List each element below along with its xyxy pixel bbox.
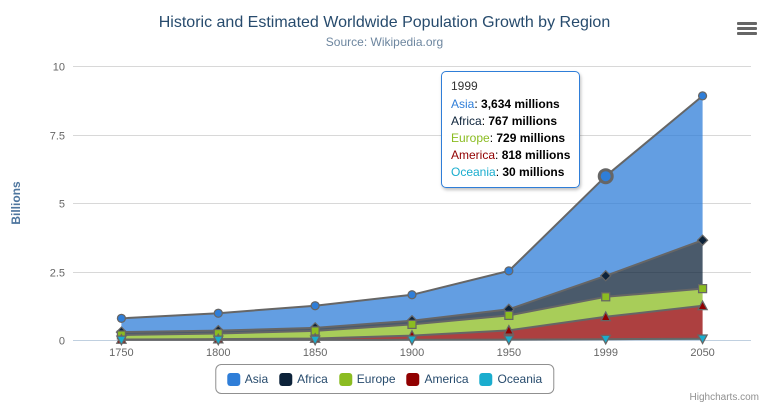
export-menu-button[interactable] (735, 19, 759, 37)
asia-point-1900[interactable] (407, 290, 417, 300)
tooltip-rows: Asia: 3,634 millions Africa: 767 millions… (451, 96, 570, 181)
tooltip-series-value: 3,634 millions (481, 97, 560, 111)
america-point-1950[interactable] (503, 324, 515, 335)
legend-swatch-icon (338, 372, 352, 386)
chart-title: Historic and Estimated Worldwide Populat… (158, 14, 611, 31)
tooltip-series-value: 729 millions (496, 131, 566, 145)
y-axis-title: Billions (9, 181, 23, 225)
x-axis-tick-label: 1900 (400, 347, 424, 359)
asia-point-2050[interactable] (697, 91, 708, 101)
y-axis-tick-label: 2.5 (50, 268, 65, 280)
africa-point-1999[interactable] (599, 269, 612, 282)
legend-swatch-icon (479, 372, 493, 386)
legend-label: America (424, 372, 469, 386)
oceania-point-1950[interactable] (503, 335, 515, 346)
legend-item-europe[interactable]: Europe (338, 372, 396, 386)
x-axis-tick-label: 1800 (206, 347, 230, 359)
asia-point-1850[interactable] (310, 301, 320, 311)
legend-item-africa[interactable]: Africa (279, 372, 328, 386)
oceania-point-2050[interactable] (696, 334, 709, 345)
x-axis-tick-label: 1850 (303, 347, 327, 359)
hovered-point-asia-1999[interactable] (597, 168, 614, 185)
oceania-point-1850[interactable] (309, 335, 321, 347)
legend: Asia Africa Europe America Oceania (214, 364, 555, 394)
legend-swatch-icon (406, 372, 420, 386)
tooltip-series-name: America (451, 148, 496, 162)
highcharts-credits-link[interactable]: Highcharts.com (689, 392, 759, 403)
oceania-point-1999[interactable] (600, 334, 612, 346)
tooltip-series-value: 30 millions (502, 165, 565, 179)
tooltip-row-oceania: Oceania: 30 millions (451, 165, 565, 179)
tooltip-series-value: 818 millions (501, 148, 571, 162)
legend-item-america[interactable]: America (406, 372, 469, 386)
x-axis-tick-label: 2050 (690, 347, 714, 359)
series-asia-area[interactable] (121, 95, 703, 333)
legend-item-asia[interactable]: Asia (226, 372, 269, 386)
tooltip-row-africa: Africa: 767 millions (451, 114, 558, 128)
tooltip-series-name: Europe (451, 131, 490, 145)
tooltip: 1999 Asia: 3,634 millions Africa: 767 mil… (441, 71, 581, 188)
europe-point-1950[interactable] (504, 310, 514, 320)
axis-labels: 0 2.5 5 7.5 10 1750 1800 1850 1900 1950 1999 2050 (50, 62, 715, 360)
africa-point-2050[interactable] (696, 234, 709, 247)
legend-item-oceania[interactable]: Oceania (479, 372, 543, 386)
x-axis-tick-label: 1999 (593, 347, 617, 359)
europe-point-2050[interactable] (697, 284, 708, 294)
america-point-2050[interactable] (696, 299, 709, 311)
oceania-point-1900[interactable] (406, 335, 418, 346)
x-axis-tick-label: 1750 (109, 347, 133, 359)
tooltip-row-america: America: 818 millions (451, 148, 571, 162)
x-axis-tick-label: 1950 (497, 347, 521, 359)
legend-label: Africa (297, 372, 328, 386)
europe-point-1999[interactable] (601, 292, 611, 302)
asia-point-1950[interactable] (504, 266, 514, 276)
hamburger-icon (737, 31, 757, 35)
hamburger-icon (737, 21, 757, 25)
series-oceania-markers[interactable] (115, 334, 709, 347)
tooltip-series-name: Asia (451, 97, 475, 111)
oceania-point-1750[interactable] (115, 335, 128, 347)
tooltip-series-name: Africa (451, 114, 482, 128)
chart-subtitle: Source: Wikipedia.org (325, 35, 444, 49)
y-axis-tick-label: 7.5 (50, 131, 65, 143)
y-axis-tick-label: 10 (53, 62, 65, 74)
legend-label: Europe (356, 372, 396, 386)
tooltip-header: 1999 (451, 79, 478, 93)
legend-label: Oceania (497, 372, 543, 386)
tooltip-series-value: 767 millions (488, 114, 558, 128)
legend-label: Asia (244, 372, 269, 386)
legend-swatch-icon (279, 372, 293, 386)
y-axis-tick-label: 0 (59, 336, 65, 348)
y-axis-tick-label: 5 (59, 199, 65, 211)
asia-point-1750[interactable] (116, 313, 127, 323)
series-america-area[interactable] (121, 305, 703, 340)
tooltip-row-asia: Asia: 3,634 millions (451, 97, 560, 111)
europe-point-1900[interactable] (407, 319, 417, 330)
oceania-point-1800[interactable] (212, 335, 224, 347)
legend-swatch-icon (226, 372, 240, 386)
america-point-1999[interactable] (600, 310, 612, 322)
tooltip-series-name: Oceania (451, 165, 496, 179)
tooltip-row-europe: Europe: 729 millions (451, 131, 566, 145)
hamburger-icon (737, 26, 757, 30)
asia-point-1800[interactable] (213, 308, 223, 318)
series-africa-area[interactable] (121, 240, 703, 335)
